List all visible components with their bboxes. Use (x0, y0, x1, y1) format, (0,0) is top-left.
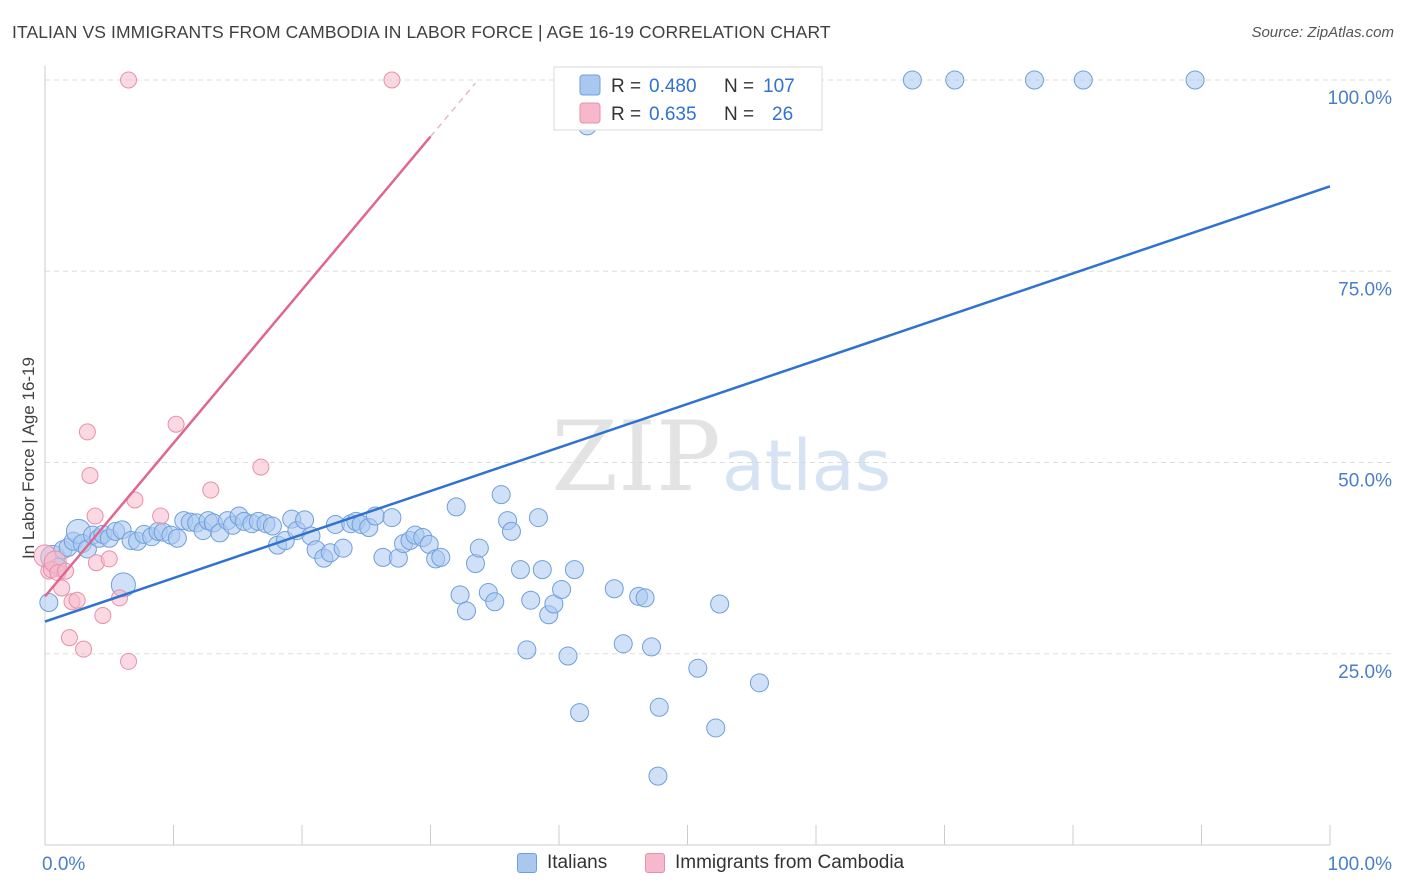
point-italians (1185, 70, 1205, 90)
point-italians (333, 538, 353, 558)
point-italians (39, 592, 59, 612)
point-italians (688, 658, 708, 678)
point-italians (528, 508, 548, 528)
grid-lines (45, 79, 1392, 655)
point-italians (945, 70, 965, 90)
legend-swatch-cambodia (579, 102, 601, 124)
watermark-zip: ZIP (551, 401, 720, 513)
source-credit: Source: ZipAtlas.com (1251, 24, 1394, 41)
legend-label-italians: Italians (547, 852, 608, 873)
legend-label-cambodia: Immigrants from Cambodia (675, 852, 905, 873)
chart-title: ITALIAN VS IMMIGRANTS FROM CAMBODIA IN L… (12, 22, 831, 42)
y-tick-label: 100.0% (1328, 88, 1393, 109)
point-cambodia (120, 71, 138, 89)
trend-line-cambodia (44, 135, 432, 598)
point-italians (485, 592, 505, 612)
point-italians (1073, 70, 1093, 90)
trend-line-italians (44, 185, 1331, 623)
point-italians (469, 538, 489, 558)
point-cambodia (53, 579, 71, 597)
tick-labels: 25.0% 50.0% 75.0% 100.0% 0.0% 100.0% (42, 88, 1392, 875)
point-italians (431, 547, 451, 567)
legend-swatch-cambodia-bottom (645, 853, 665, 873)
point-italians (613, 634, 633, 654)
point-italians (902, 70, 922, 90)
point-italians (558, 646, 578, 666)
point-cambodia (252, 458, 270, 476)
point-cambodia (120, 652, 138, 670)
point-cambodia (383, 71, 401, 89)
point-cambodia (75, 640, 93, 658)
legend-r-label-cambodia: R = (611, 104, 646, 125)
y-tick-label: 25.0% (1338, 662, 1392, 683)
legend-swatch-italians (579, 74, 601, 96)
y-tick-label: 50.0% (1338, 471, 1392, 492)
watermark-atlas: atlas (722, 425, 891, 507)
point-italians (570, 703, 590, 723)
y-axis-label: In Labor Force | Age 16-19 (19, 357, 38, 559)
point-italians (521, 590, 541, 610)
point-italians (648, 766, 668, 786)
legend-item-cambodia[interactable]: Immigrants from Cambodia (645, 852, 904, 874)
axes (44, 66, 1331, 846)
legend-r-value-cambodia: 0.635 (649, 104, 697, 125)
point-italians (446, 497, 466, 517)
legend-n-value-italians: 107 (763, 76, 795, 97)
point-italians (456, 601, 476, 621)
point-italians (517, 640, 537, 660)
point-italians (552, 579, 572, 599)
point-italians (706, 718, 726, 738)
legend-item-italians[interactable]: Italians (517, 852, 607, 874)
point-italians (491, 485, 511, 505)
legend-r-label-italians: R = (611, 76, 646, 97)
point-cambodia (60, 629, 78, 647)
legend-n-label-italians: N = (724, 76, 759, 97)
point-italians (501, 521, 521, 541)
watermark: ZIP atlas (551, 401, 891, 513)
legend-n-label-cambodia: N = (724, 104, 759, 125)
point-italians (604, 579, 624, 599)
point-cambodia (100, 550, 118, 568)
trend-line-cambodia-extension (429, 82, 477, 138)
point-cambodia (86, 507, 104, 525)
legend-top: R = 0.480 N = 107 R = 0.635 N = 26 (553, 66, 823, 131)
legend-r-value-italians: 0.480 (649, 76, 697, 97)
point-cambodia (81, 467, 99, 485)
point-italians (295, 510, 315, 530)
y-tick-label: 75.0% (1338, 279, 1392, 300)
point-italians (642, 637, 662, 657)
point-italians (510, 560, 530, 580)
point-cambodia (94, 607, 112, 624)
trend-lines (44, 82, 1331, 623)
point-italians (450, 585, 470, 605)
legend-bottom: Italians Immigrants from Cambodia (0, 852, 1406, 878)
point-italians (649, 697, 669, 717)
point-italians (167, 528, 187, 548)
point-cambodia (152, 507, 170, 525)
point-italians (262, 516, 282, 536)
legend-swatch-italians-bottom (517, 853, 537, 873)
x-tick-label-max: 100.0% (1328, 854, 1393, 875)
point-cambodia (167, 415, 185, 433)
point-italians (635, 588, 655, 608)
legend-n-value-cambodia: 26 (772, 104, 793, 125)
point-italians (382, 508, 402, 528)
point-cambodia (202, 481, 220, 499)
point-italians (532, 560, 552, 580)
point-italians (1024, 70, 1044, 90)
point-italians (710, 594, 730, 614)
point-italians (749, 673, 769, 693)
x-tick-label-min: 0.0% (42, 854, 85, 875)
point-cambodia (68, 591, 86, 609)
point-italians (564, 560, 584, 580)
point-cambodia (78, 423, 96, 441)
